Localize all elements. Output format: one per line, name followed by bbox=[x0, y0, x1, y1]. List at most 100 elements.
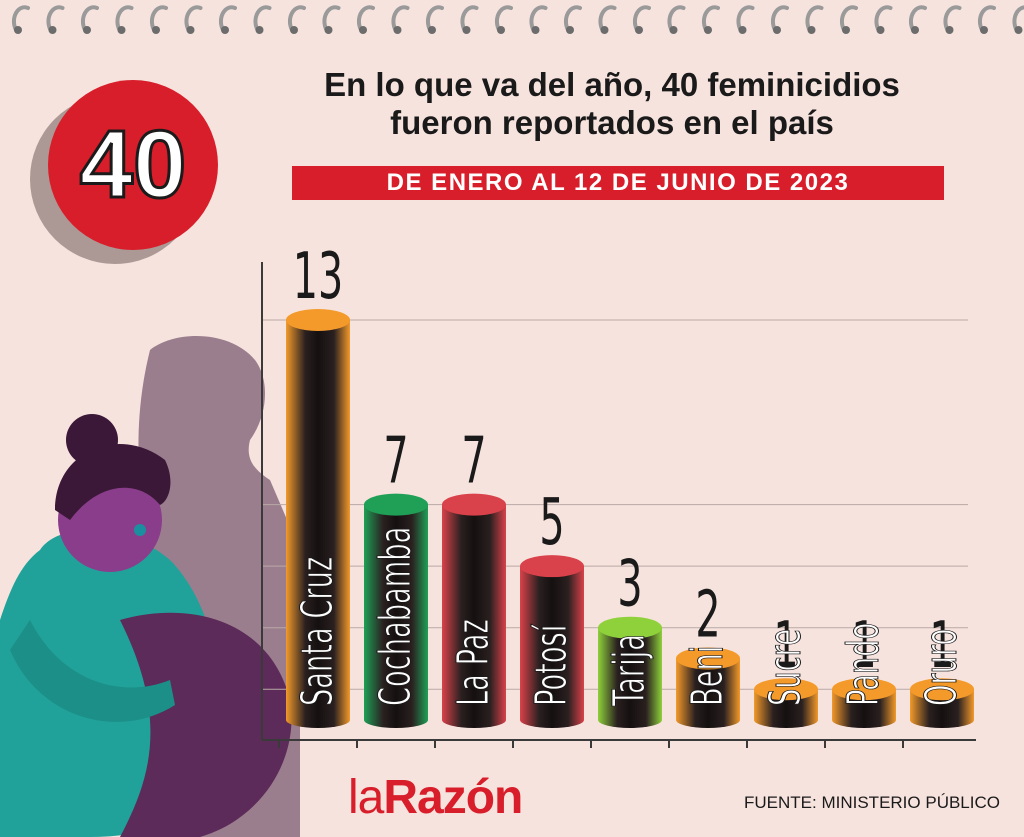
binding-ring bbox=[667, 5, 686, 32]
bar-category-label: Pando bbox=[837, 623, 889, 706]
bar bbox=[364, 504, 428, 728]
binding-hole bbox=[704, 26, 712, 34]
binding-hole bbox=[186, 26, 195, 34]
binding-hole bbox=[669, 26, 678, 34]
binding-hole bbox=[290, 26, 298, 34]
bar-top bbox=[286, 309, 350, 331]
woman-arm bbox=[10, 620, 175, 722]
binding-ring bbox=[46, 5, 65, 32]
binding-hole bbox=[48, 26, 57, 34]
binding-hole bbox=[911, 26, 919, 34]
binding-ring bbox=[391, 5, 410, 32]
binding-ring bbox=[908, 5, 927, 32]
bar-value-label: 7 bbox=[461, 424, 486, 499]
binding-ring bbox=[460, 5, 479, 32]
binding-hole bbox=[566, 26, 574, 34]
bar-category-label: Santa Cruz bbox=[291, 557, 343, 706]
binding-hole bbox=[83, 26, 91, 34]
date-range-banner: DE ENERO AL 12 DE JUNIO DE 2023 bbox=[292, 166, 944, 200]
headline-line-2: fueron reportados en el país bbox=[390, 104, 834, 141]
headline: En lo que va del año, 40 feminicidios fu… bbox=[262, 66, 962, 142]
binding-ring bbox=[529, 5, 548, 32]
binding-hole bbox=[462, 26, 471, 34]
bar bbox=[598, 627, 662, 728]
binding-hole bbox=[738, 26, 747, 34]
bar-category-label: Oruro bbox=[915, 629, 967, 706]
binding-ring bbox=[1012, 5, 1024, 32]
binding-ring bbox=[149, 5, 168, 32]
bar-category-label: Tarija bbox=[603, 634, 655, 707]
binding-ring bbox=[80, 5, 99, 32]
binding-ring bbox=[356, 5, 375, 32]
brand-logo: laRazón bbox=[348, 770, 523, 826]
total-badge bbox=[48, 80, 218, 250]
woman-eye bbox=[134, 524, 146, 536]
binding-hole bbox=[359, 26, 367, 34]
bar bbox=[676, 658, 740, 728]
bar-value-label: 7 bbox=[383, 424, 408, 499]
bar bbox=[520, 566, 584, 728]
binding-ring bbox=[839, 5, 858, 32]
woman-illustration bbox=[0, 336, 300, 837]
binding-ring bbox=[184, 5, 203, 32]
binding-hole bbox=[635, 26, 643, 34]
binding-hole bbox=[428, 26, 436, 34]
binding-ring bbox=[977, 5, 996, 32]
woman-hair-bun bbox=[66, 414, 118, 466]
binding-ring bbox=[874, 5, 893, 32]
binding-hole bbox=[600, 26, 609, 34]
binding-ring bbox=[736, 5, 755, 32]
bar-category-label: Sucre bbox=[759, 629, 811, 706]
binding-ring bbox=[701, 5, 720, 32]
binding-ring bbox=[770, 5, 789, 32]
bar-value-label: 1 bbox=[929, 608, 954, 683]
binding-hole bbox=[393, 26, 402, 34]
binding-ring bbox=[943, 5, 962, 32]
binding-hole bbox=[117, 26, 126, 34]
bar-top bbox=[520, 555, 584, 578]
bar bbox=[832, 689, 896, 728]
binding-ring bbox=[253, 5, 272, 32]
binding-hole bbox=[1014, 26, 1023, 34]
binding-hole bbox=[807, 26, 816, 34]
binding-hole bbox=[324, 26, 333, 34]
bar bbox=[442, 504, 506, 728]
bar-category-label: Cochabamba bbox=[369, 527, 421, 706]
bar bbox=[910, 689, 974, 728]
bar-category-label: Potosí bbox=[525, 623, 577, 706]
bar-value-label: 13 bbox=[293, 239, 343, 314]
bar-top bbox=[832, 678, 896, 701]
binding-ring bbox=[11, 5, 30, 32]
woman-legs bbox=[120, 612, 292, 837]
bar-value-label: 3 bbox=[617, 547, 642, 622]
binding-hole bbox=[980, 26, 988, 34]
binding-hole bbox=[14, 26, 22, 34]
bar-category-label: Beni bbox=[681, 646, 733, 706]
binding-hole bbox=[497, 26, 505, 34]
binding-hole bbox=[945, 26, 954, 34]
binding-hole bbox=[221, 26, 229, 34]
bar-value-label: 5 bbox=[539, 485, 564, 560]
bar-value-label: 1 bbox=[851, 608, 876, 683]
binding-ring bbox=[425, 5, 444, 32]
binding-ring bbox=[632, 5, 651, 32]
binding-hole bbox=[255, 26, 264, 34]
source-note: FUENTE: MINISTERIO PÚBLICO bbox=[744, 793, 1000, 812]
binding-hole bbox=[876, 26, 885, 34]
binding-hole bbox=[773, 26, 781, 34]
binding-hole bbox=[842, 26, 850, 34]
binding-ring bbox=[218, 5, 237, 32]
bar-value-label: 2 bbox=[695, 578, 720, 653]
bar-top bbox=[676, 647, 740, 670]
bar bbox=[286, 320, 350, 728]
binding-ring bbox=[322, 5, 341, 32]
bar bbox=[754, 689, 818, 728]
total-badge-value: 40 bbox=[78, 110, 188, 220]
bar-top bbox=[754, 678, 818, 701]
binding-hole bbox=[152, 26, 160, 34]
headline-line-1: En lo que va del año, 40 feminicidios bbox=[324, 66, 900, 103]
brand-logo-part-1: la bbox=[348, 771, 384, 824]
bar-top bbox=[910, 678, 974, 701]
